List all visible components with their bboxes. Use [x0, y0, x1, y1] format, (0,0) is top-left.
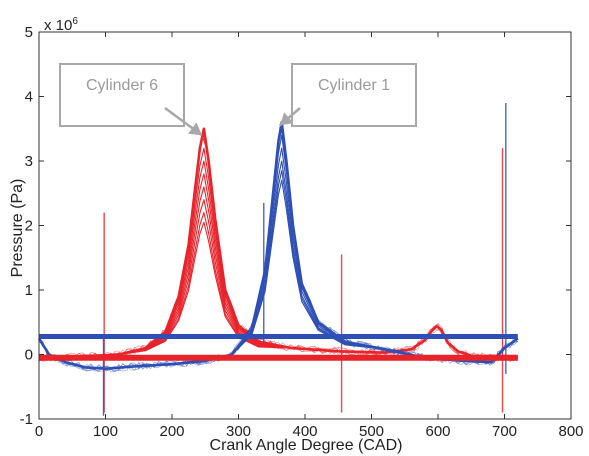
- series-0-noise-trace: [38, 132, 519, 362]
- x-tick-label: 600: [425, 423, 450, 440]
- x-tick-label: 0: [35, 423, 43, 440]
- x-tick-label: 300: [226, 423, 251, 440]
- annotation-arrowhead: [188, 122, 202, 136]
- annotation-box: [59, 63, 185, 127]
- annotation-box: [291, 63, 417, 127]
- annotation-callout: Cylinder 1: [278, 63, 417, 127]
- y-tick-label: 4: [25, 89, 33, 106]
- y-tick-label: 0: [25, 347, 33, 364]
- y-axis-label: Pressure (Pa): [9, 179, 26, 278]
- annotation-arrowhead: [279, 112, 294, 126]
- y-axis-exponent-power: 6: [72, 16, 78, 27]
- annotations: Cylinder 6 Cylinder 1: [59, 63, 417, 137]
- y-tick-label: -1: [20, 411, 33, 428]
- x-tick-label: 400: [292, 423, 317, 440]
- x-tick-label: 800: [558, 423, 583, 440]
- annotation-label: Cylinder 1: [318, 77, 390, 94]
- x-tick-label: 100: [93, 423, 118, 440]
- y-tick-label: 1: [25, 282, 33, 299]
- x-tick-label: 500: [359, 423, 384, 440]
- x-tick-label: 700: [492, 423, 517, 440]
- x-tick-label: 200: [159, 423, 184, 440]
- y-tick-label: 3: [25, 153, 33, 170]
- x-axis-label: Crank Angle Degree (CAD): [210, 437, 403, 454]
- annotation-callout: Cylinder 6: [59, 63, 203, 137]
- plot-area: [37, 102, 519, 416]
- y-tick-label: 5: [25, 24, 33, 41]
- annotation-label: Cylinder 6: [86, 77, 158, 94]
- y-tick-label: 2: [25, 218, 33, 235]
- y-axis-exponent-label: x 106: [44, 16, 78, 34]
